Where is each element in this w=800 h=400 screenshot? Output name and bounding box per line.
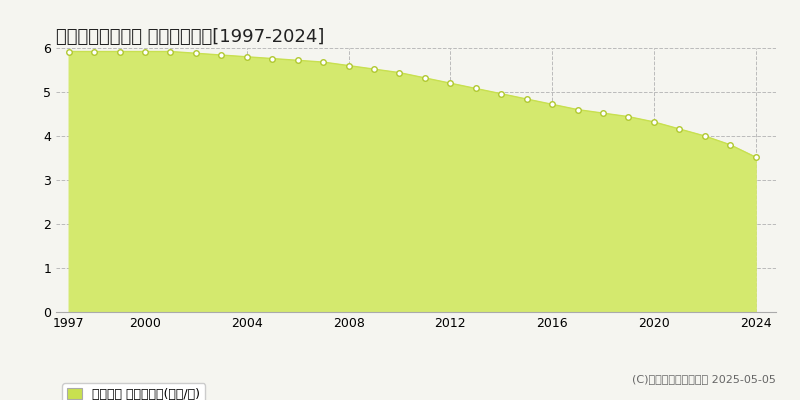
Text: 二戸郡一戸町岩舘 基準地価推移[1997-2024]: 二戸郡一戸町岩舘 基準地価推移[1997-2024] (56, 28, 324, 46)
Text: (C)土地価格ドットコム 2025-05-05: (C)土地価格ドットコム 2025-05-05 (632, 374, 776, 384)
Legend: 基準地価 平均坪単価(万円/坪): 基準地価 平均坪単価(万円/坪) (62, 383, 206, 400)
